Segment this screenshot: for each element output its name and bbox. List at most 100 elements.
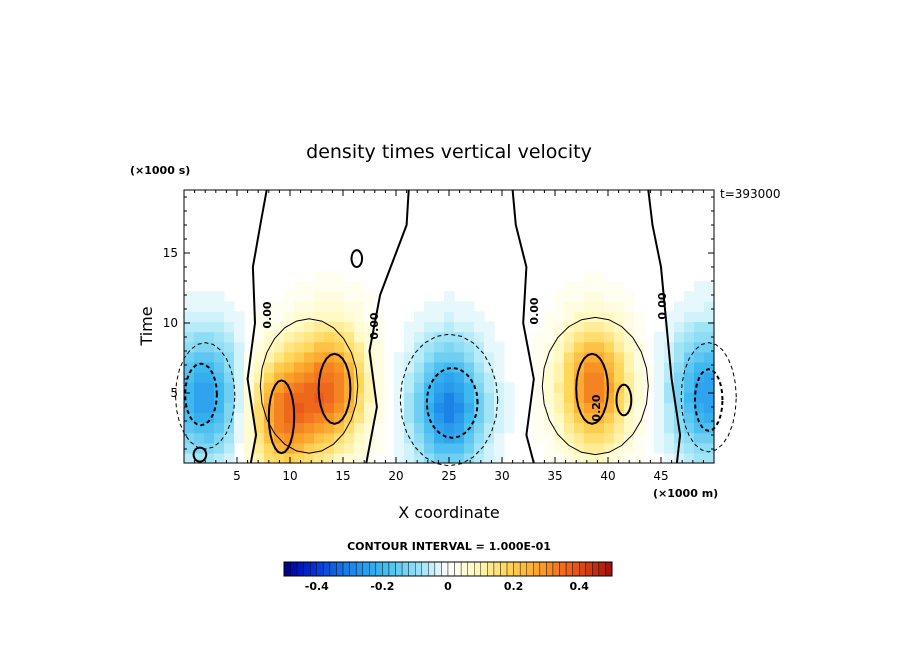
heatmap-cell [584, 442, 595, 454]
colorbar-swatch [559, 561, 567, 577]
heatmap-cell [534, 372, 545, 383]
heatmap-cell [324, 382, 335, 393]
heatmap-cell [414, 341, 425, 353]
heatmap-cell [434, 372, 445, 383]
x-tick-label: 5 [233, 469, 241, 483]
heatmap-cell [344, 331, 355, 343]
heatmap-cell [314, 361, 325, 373]
heatmap-cell [424, 361, 435, 373]
heatmap-cell [684, 361, 695, 373]
contour-label: 0.00 [261, 301, 274, 328]
heatmap-cell [224, 402, 235, 414]
heatmap-cell [214, 372, 225, 383]
heatmap-cell [194, 422, 205, 434]
heatmap-cell [554, 341, 565, 353]
heatmap-cell [604, 281, 615, 292]
heatmap-cell [364, 311, 375, 323]
heatmap-cell [424, 402, 435, 414]
colorbar-tick-label: -0.2 [370, 580, 394, 593]
heatmap-cell [324, 442, 335, 454]
heatmap-cell [424, 392, 435, 403]
heatmap-cell [344, 351, 355, 363]
heatmap-cell [674, 452, 685, 464]
heatmap-cell [344, 321, 355, 333]
heatmap-cell [204, 351, 215, 363]
heatmap-cell [284, 412, 295, 424]
heatmap-cell [594, 301, 605, 312]
heatmap-cell [264, 442, 275, 454]
heatmap-cell [334, 422, 345, 434]
heatmap-cell [534, 422, 545, 434]
heatmap-cell [364, 361, 375, 373]
heatmap-cell [444, 382, 455, 393]
heatmap-cell [604, 452, 615, 464]
heatmap-cell [654, 402, 665, 414]
heatmap-cell [434, 382, 445, 393]
heatmap-cell [674, 311, 685, 323]
heatmap-cell [414, 452, 425, 464]
heatmap-cell [204, 382, 215, 393]
colorbar-swatch [428, 561, 436, 577]
heatmap-cell [324, 432, 335, 444]
heatmap-cell [254, 331, 265, 343]
heatmap-cell [424, 331, 435, 343]
heatmap-cell [354, 382, 365, 393]
heatmap-cell [344, 442, 355, 454]
x-tick-label: 35 [547, 469, 562, 483]
heatmap-cell [354, 311, 365, 323]
heatmap-cell [194, 361, 205, 373]
heatmap-cell [684, 291, 695, 302]
heatmap-cell [484, 341, 495, 353]
heatmap-cell [704, 452, 715, 464]
heatmap-cell [304, 422, 315, 434]
heatmap-cell [344, 361, 355, 373]
heatmap-cell [554, 382, 565, 393]
heatmap-cell [704, 341, 715, 353]
heatmap-cell [304, 442, 315, 454]
colorbar-swatch [533, 561, 541, 577]
heatmap-cell [184, 372, 195, 383]
heatmap-cell [614, 301, 625, 312]
heatmap-cell [564, 452, 575, 464]
heatmap-cell [344, 402, 355, 414]
heatmap-cell [624, 331, 635, 343]
colorbar-swatch [369, 561, 377, 577]
heatmap-cell [214, 301, 225, 312]
heatmap-cell [204, 341, 215, 353]
heatmap-cell [434, 452, 445, 464]
colorbar-swatch [441, 561, 449, 577]
heatmap-cell [354, 301, 365, 312]
x-unit-label: (×1000 m) [653, 487, 718, 500]
heatmap-cell [394, 361, 405, 373]
axis-ticks: 5 10 15 20 25 30 35 40 45 5 10 15 [163, 190, 714, 483]
colorbar-swatch [480, 561, 488, 577]
heatmap-cell [244, 372, 255, 383]
heatmap-cell [694, 422, 705, 434]
heatmap-cell [214, 331, 225, 343]
heatmap-cell [494, 361, 505, 373]
heatmap-cell [354, 402, 365, 414]
heatmap-cell [224, 432, 235, 444]
heatmap-cell [634, 351, 645, 363]
heatmap-cell [674, 341, 685, 353]
heatmap-cell [684, 311, 695, 323]
contour-line-negative [174, 342, 236, 450]
heatmap-cell [394, 412, 405, 424]
heatmap-cell [474, 422, 485, 434]
heatmap-cell [584, 331, 595, 343]
heatmap-cell [454, 452, 465, 464]
heatmap-cell [264, 301, 275, 312]
heatmap-cell [254, 442, 265, 454]
heatmap-cell [234, 351, 245, 363]
heatmap-cell [704, 382, 715, 393]
heatmap-cell [624, 422, 635, 434]
heatmap-cell [254, 382, 265, 393]
heatmap-cell [364, 402, 375, 414]
heatmap-cell [594, 321, 605, 333]
heatmap-cell [484, 382, 495, 393]
heatmap-cell [414, 402, 425, 414]
heatmap-cell [324, 412, 335, 424]
heatmap-cell [194, 331, 205, 343]
heatmap-cell [204, 311, 215, 323]
heatmap-cell [474, 331, 485, 343]
